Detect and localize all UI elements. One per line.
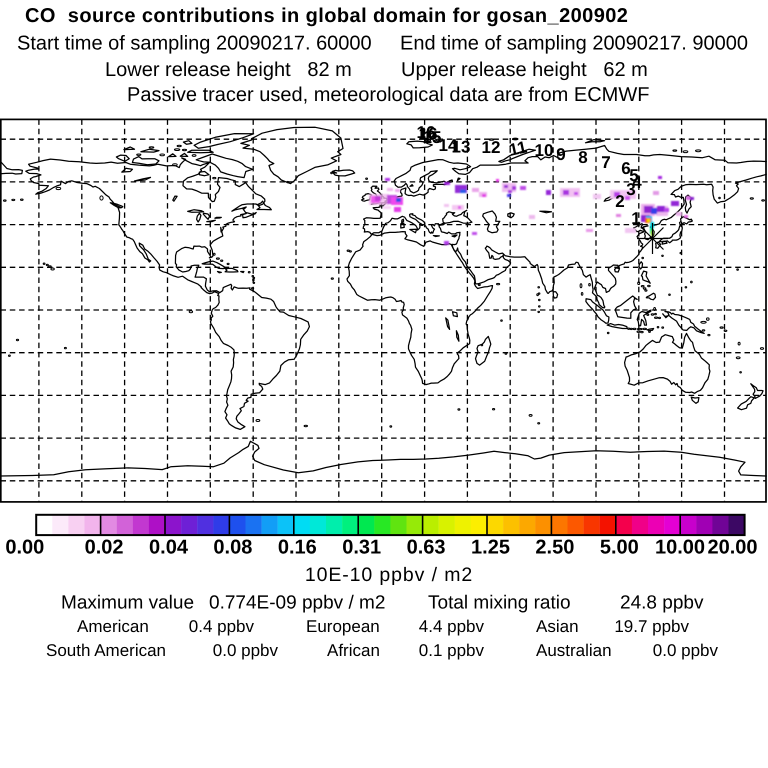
svg-text:7: 7 [601,153,610,172]
svg-text:5: 5 [629,166,638,185]
svg-text:6: 6 [621,159,630,178]
svg-text:0.04: 0.04 [149,537,189,559]
svg-text:15: 15 [423,128,442,147]
svg-text:0.00: 0.00 [5,537,44,559]
svg-text:12: 12 [482,138,501,157]
svg-text:European: European [306,617,380,636]
svg-text:5.00: 5.00 [600,537,639,559]
svg-text:African: African [327,641,380,660]
svg-text:Australian: Australian [536,641,612,660]
svg-text:0.774E-09 ppbv / m2: 0.774E-09 ppbv / m2 [209,593,385,614]
svg-text:End time of sampling 20090217.: End time of sampling 20090217. 90000 [400,33,748,55]
svg-text:9: 9 [556,145,565,164]
svg-text:0.0 ppbv: 0.0 ppbv [213,641,279,660]
svg-text:20.00: 20.00 [707,537,757,559]
svg-text:4.4 ppbv: 4.4 ppbv [419,617,485,636]
svg-text:16: 16 [417,123,436,142]
svg-text:0.08: 0.08 [213,537,252,559]
svg-text:4: 4 [632,173,642,192]
svg-text:Maximum value: Maximum value [61,593,194,614]
svg-text:2.50: 2.50 [535,537,574,559]
svg-text:0.0 ppbv: 0.0 ppbv [653,641,719,660]
svg-text:CO source contributions in gl: CO source contributions in global domain… [25,5,628,27]
svg-text:Lower release height 82 m: Lower release height 82 m [105,59,352,81]
svg-text:0.31: 0.31 [342,537,381,559]
svg-text:13: 13 [452,138,471,157]
svg-text:1: 1 [631,209,640,228]
svg-text:2: 2 [615,192,624,211]
svg-text:11: 11 [507,137,529,159]
svg-text:19.7 ppbv: 19.7 ppbv [614,617,689,636]
svg-text:Upper release height 62 m: Upper release height 62 m [401,59,648,81]
svg-text:0.16: 0.16 [278,537,317,559]
svg-text:10E-10 ppbv / m2: 10E-10 ppbv / m2 [305,564,473,586]
svg-text:14: 14 [439,136,458,155]
svg-text:Asian: Asian [536,617,579,636]
svg-text:0.63: 0.63 [407,537,446,559]
svg-text:10: 10 [535,141,554,160]
svg-text:Start time of sampling 2009021: Start time of sampling 20090217. 60000 [17,33,372,55]
svg-text:24.8 ppbv: 24.8 ppbv [620,593,704,614]
svg-text:3: 3 [626,180,635,199]
svg-text:8: 8 [578,148,587,167]
svg-text:16: 16 [419,125,438,144]
svg-text:0.1 ppbv: 0.1 ppbv [419,641,485,660]
svg-text:South American: South American [46,641,166,660]
svg-text:Total mixing ratio: Total mixing ratio [428,593,571,614]
svg-text:Passive tracer used, meteorolo: Passive tracer used, meteorological data… [127,84,649,106]
svg-text:American: American [77,617,149,636]
svg-text:0.02: 0.02 [85,537,124,559]
svg-text:1.25: 1.25 [471,537,510,559]
svg-text:0.4 ppbv: 0.4 ppbv [189,617,255,636]
svg-text:10.00: 10.00 [655,537,705,559]
